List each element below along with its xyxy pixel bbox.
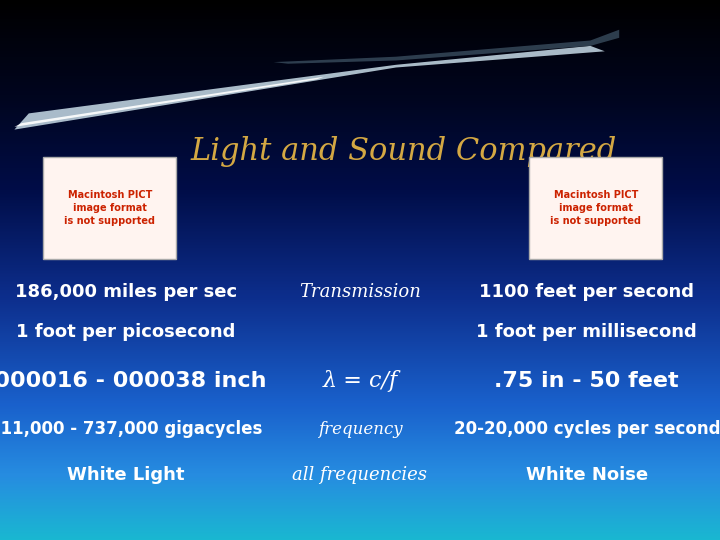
Polygon shape [14, 77, 324, 127]
Text: frequency: frequency [318, 421, 402, 438]
Text: White Light: White Light [67, 466, 185, 484]
Text: .000016 - 000038 inch: .000016 - 000038 inch [0, 370, 266, 391]
Text: λ = c/f: λ = c/f [323, 370, 397, 392]
Text: 311,000 - 737,000 gigacycles: 311,000 - 737,000 gigacycles [0, 420, 263, 438]
Text: .75 in - 50 feet: .75 in - 50 feet [495, 370, 679, 391]
Text: 1 foot per picosecond: 1 foot per picosecond [17, 323, 235, 341]
Text: Transmission: Transmission [299, 282, 421, 301]
Bar [529, 157, 662, 259]
Text: Macintosh PICT
image format
is not supported: Macintosh PICT image format is not suppo… [550, 190, 642, 226]
Text: Macintosh PICT
image format
is not supported: Macintosh PICT image format is not suppo… [64, 190, 156, 226]
Polygon shape [14, 46, 605, 130]
Text: all frequencies: all frequencies [292, 466, 428, 484]
Bar [43, 157, 176, 259]
Text: 1100 feet per second: 1100 feet per second [480, 282, 694, 301]
Text: 20-20,000 cycles per second: 20-20,000 cycles per second [454, 420, 720, 438]
Text: Light and Sound Compared: Light and Sound Compared [190, 136, 616, 167]
Polygon shape [274, 30, 619, 64]
Text: 186,000 miles per sec: 186,000 miles per sec [15, 282, 237, 301]
Text: 1 foot per millisecond: 1 foot per millisecond [477, 323, 697, 341]
Text: White Noise: White Noise [526, 466, 648, 484]
